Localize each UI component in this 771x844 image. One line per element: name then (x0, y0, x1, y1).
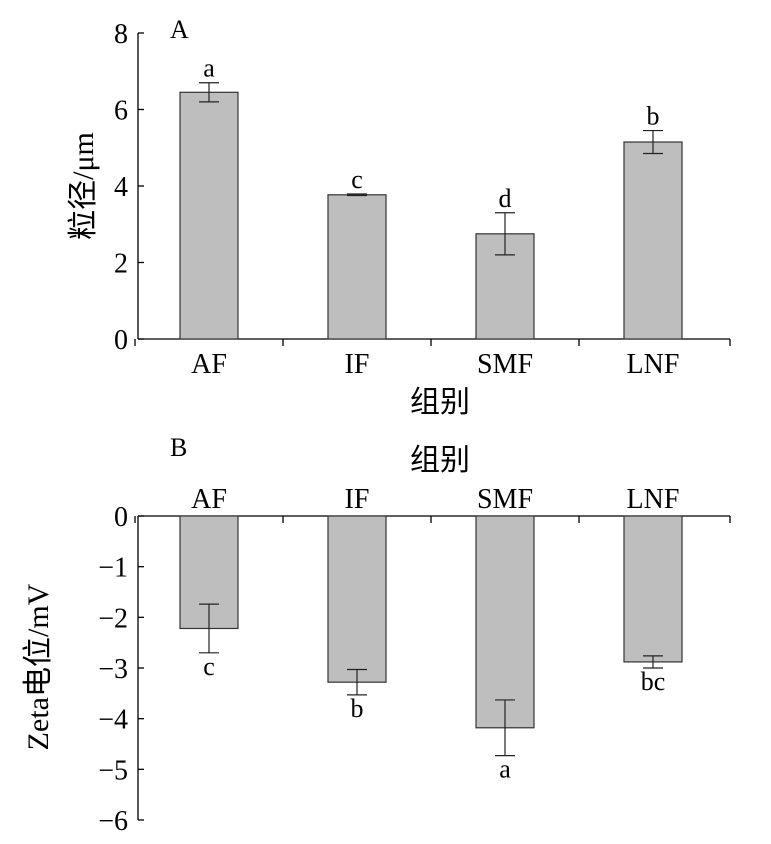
panel-a-significance-label: b (647, 102, 660, 131)
panel-a-label: A (170, 15, 189, 44)
panel-b-significance-label: b (351, 694, 364, 723)
panel-b-y-tick-label: −5 (98, 755, 128, 786)
panel-a-y-tick-label: 6 (114, 96, 128, 127)
panel-a-bar-lnf (623, 141, 683, 340)
panel-a-category-label: LNF (627, 349, 680, 380)
panel-b-category-label: IF (345, 484, 370, 515)
panel-a-category-label: IF (345, 349, 370, 380)
panel-b-y-tick-label: 0 (114, 502, 128, 533)
panel-b-significance-label: bc (641, 667, 666, 696)
panel-a-y-tick-label: 2 (114, 249, 128, 280)
panel-a-significance-label: a (203, 54, 215, 83)
panel-a-significance-label: d (499, 184, 512, 213)
panel-a-y-tick-label: 8 (114, 19, 128, 50)
panel-b-bar-if (327, 515, 387, 683)
panel-b-label: B (170, 433, 187, 462)
panel-a-xlabel: 组别 (410, 386, 470, 419)
panel-a-bar-af (179, 91, 239, 340)
panel-b-y-tick-label: −3 (98, 654, 128, 685)
panel-b-category-label: LNF (627, 484, 680, 515)
panel-a: A 粒径/μm 组别 0 2 4 6 8 AF a IF c SMF d LNF b (67, 15, 731, 419)
panel-a-ylabel: 粒径/μm (67, 132, 100, 240)
panel-a-category-label: SMF (477, 349, 533, 380)
panel-b: B 组别 Zeta电位/mV 0 −1 −2 −3 −4 −5 −6 AF c IF b SMF a LN… (22, 433, 731, 837)
panel-b-significance-label: c (203, 652, 215, 681)
panel-b-significance-label: a (499, 755, 511, 784)
panel-a-bar-if (327, 194, 387, 340)
panel-b-y-tick-label: −2 (98, 603, 128, 634)
panel-a-y-tick-label: 4 (114, 172, 128, 203)
panel-b-y-tick-label: −6 (98, 806, 128, 837)
panel-b-ylabel: Zeta电位/mV (22, 583, 55, 750)
panel-a-category-label: AF (191, 349, 227, 380)
panel-b-y-tick-label: −4 (98, 705, 128, 736)
panel-b-category-label: SMF (477, 484, 533, 515)
panel-b-y-tick-label: −1 (98, 553, 128, 584)
panel-b-xlabel: 组别 (410, 444, 470, 477)
panel-b-bar-lnf (623, 515, 683, 663)
panel-a-significance-label: c (351, 165, 363, 194)
panel-a-y-tick-label: 0 (114, 325, 128, 356)
panel-b-category-label: AF (191, 484, 227, 515)
panel-b-bar-smf (475, 515, 535, 729)
